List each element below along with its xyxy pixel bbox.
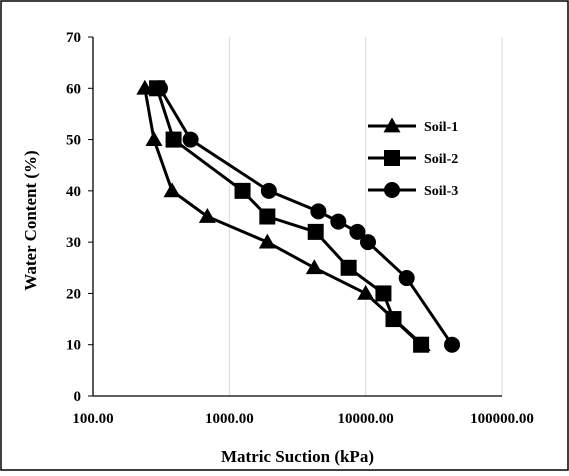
data-point-soil-2	[385, 311, 402, 328]
data-point-soil-1	[145, 131, 163, 146]
series-layer	[136, 79, 461, 353]
x-axis-title: Matric Suction (kPa)	[221, 447, 374, 466]
y-tick-label: 30	[66, 235, 81, 251]
y-tick-label: 50	[66, 133, 81, 149]
y-axis-title: Water Content (%)	[21, 150, 40, 290]
data-point-soil-1	[357, 284, 375, 300]
legend-label: Soil-3	[424, 184, 458, 199]
grid-layer	[228, 37, 503, 396]
y-tick-label: 0	[74, 389, 82, 405]
legend: Soil-1 Soil-2 Soil-3	[368, 117, 458, 199]
data-point-soil-3	[310, 203, 327, 220]
x-tick-label: 100.00	[72, 411, 113, 427]
data-point-soil-2	[413, 336, 430, 353]
legend-item-soil-3: Soil-3	[368, 182, 458, 199]
data-point-soil-3	[182, 131, 199, 148]
data-point-soil-2	[165, 131, 182, 148]
data-point-soil-3	[151, 80, 168, 97]
data-point-soil-1	[305, 259, 323, 275]
data-point-soil-3	[444, 336, 461, 353]
data-point-soil-3	[349, 223, 366, 240]
legend-label: Soil-1	[424, 120, 458, 135]
legend-marker-soil-1	[383, 117, 401, 133]
data-point-soil-2	[259, 208, 276, 225]
x-tick-label: 10000.00	[338, 411, 394, 427]
data-point-soil-1	[163, 182, 181, 198]
legend-label: Soil-2	[424, 152, 458, 167]
data-point-soil-2	[375, 285, 392, 302]
legend-item-soil-1: Soil-1	[368, 117, 458, 135]
axis-layer: 100.00 1000.00 10000.00 100000.00 0 10 20 30 40 5…	[66, 30, 534, 427]
series-line-soil-1	[143, 88, 424, 346]
data-point-soil-2	[307, 223, 324, 240]
data-point-soil-3	[359, 234, 376, 251]
data-point-soil-1	[258, 233, 276, 249]
data-point-soil-3	[330, 213, 347, 230]
series-soil-2	[149, 80, 430, 353]
x-tick-label: 100000.00	[470, 411, 534, 427]
data-point-soil-1	[198, 208, 216, 223]
y-tick-label: 10	[66, 338, 81, 354]
y-tick-label: 20	[66, 286, 81, 302]
legend-marker-soil-3	[384, 182, 400, 198]
y-tick-label: 60	[66, 81, 81, 97]
data-point-soil-2	[340, 259, 357, 276]
y-tick-label: 40	[66, 184, 81, 200]
series-soil-3	[151, 80, 461, 353]
data-point-soil-3	[398, 270, 415, 287]
data-point-soil-3	[260, 182, 277, 199]
y-tick-label: 70	[66, 30, 81, 46]
legend-marker-soil-2	[384, 150, 400, 166]
x-tick-label: 1000.00	[205, 411, 254, 427]
legend-item-soil-2: Soil-2	[368, 150, 458, 167]
data-point-soil-2	[234, 182, 251, 199]
